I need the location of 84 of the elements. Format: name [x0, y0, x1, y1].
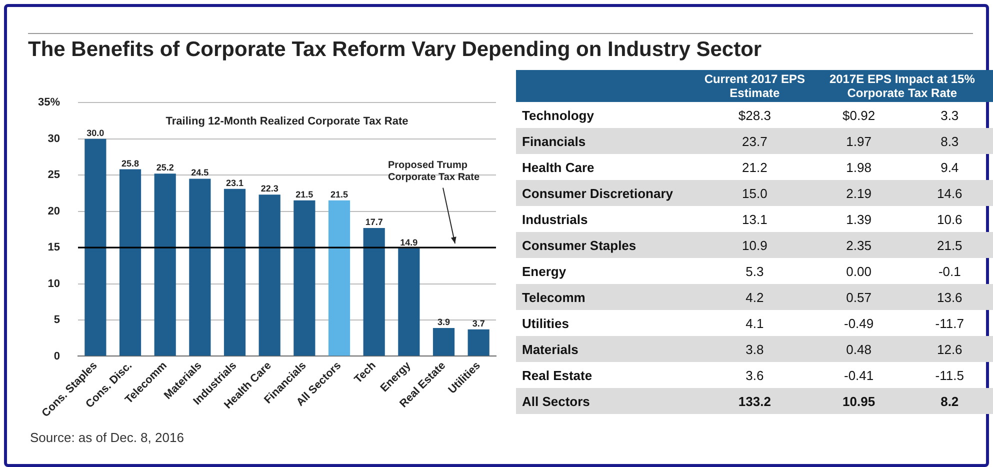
y-tick-label: 25 — [48, 169, 60, 182]
bar — [398, 248, 420, 356]
y-tick-label: 0 — [54, 350, 60, 362]
bar — [154, 174, 176, 356]
category-label: Energy — [521, 262, 568, 281]
data-label: 3.6 — [744, 366, 765, 384]
data-label: 1.39 — [845, 210, 872, 228]
y-tick-label: 15 — [48, 242, 60, 254]
data-label: 10.95 — [811, 388, 906, 414]
data-label: -0.1 — [937, 262, 962, 280]
category-label: Consumer Staples — [516, 232, 698, 258]
data-label: 17.7 — [365, 216, 383, 227]
y-tick-label: 10 — [48, 278, 60, 290]
data-label: 3.3 — [940, 106, 960, 124]
data-label: 10.9 — [698, 232, 812, 258]
data-label: 8.2 — [906, 388, 993, 414]
data-label: 21.5 — [330, 189, 348, 200]
data-label: 1.98 — [845, 158, 872, 176]
data-label: 23.7 — [698, 128, 812, 154]
data-label: 0.48 — [811, 336, 906, 362]
data-label: 22.3 — [260, 184, 278, 194]
text: Current 2017 EPS Estimate — [698, 70, 812, 102]
data-label: 3.9 — [437, 316, 450, 327]
data-label: 0.57 — [811, 284, 906, 310]
bar — [119, 169, 142, 356]
data-label: 14.9 — [400, 237, 418, 248]
data-label: 15.0 — [698, 180, 812, 206]
bar — [84, 138, 106, 356]
y-tick-label: 30 — [48, 132, 60, 145]
data-label: 0.00 — [845, 262, 872, 280]
data-label: 21.2 — [741, 158, 768, 176]
data-label: 2.19 — [811, 180, 906, 206]
bar — [294, 200, 316, 356]
bar — [363, 228, 385, 356]
text: Trailing 12-Month Realized Corporate Tax Rate — [166, 116, 408, 128]
data-label: -11.5 — [934, 366, 965, 384]
data-label: 25.8 — [122, 158, 140, 168]
y-tick-label: 5 — [54, 314, 60, 326]
category-label: Health Care — [521, 158, 596, 176]
bar — [224, 188, 246, 356]
data-label: 9.4 — [940, 158, 960, 176]
category-label: Industrials — [521, 210, 589, 228]
bar — [258, 194, 280, 356]
category-label: Utilities — [521, 314, 570, 332]
data-label: -0.41 — [842, 366, 875, 384]
data-label: 21.5 — [296, 189, 314, 200]
bar — [189, 178, 211, 356]
data-label: 14.6 — [906, 180, 993, 206]
data-label: -11.7 — [934, 314, 965, 332]
data-label: 133.2 — [698, 388, 812, 414]
y-tick-label: 35% — [38, 96, 60, 109]
source-note: Source: as of Dec. 8, 2016 — [30, 430, 184, 445]
data-label: 4.2 — [698, 284, 812, 310]
text: 2017E EPS Impact at 15% Corporate Tax Rate — [811, 70, 993, 102]
data-label: 8.3 — [906, 128, 993, 154]
data-label: 13.6 — [906, 284, 993, 310]
data-label: 12.6 — [906, 336, 993, 362]
y-tick-label: 20 — [48, 205, 60, 218]
data-label: $0.92 — [842, 106, 876, 124]
data-label: 2.35 — [811, 232, 906, 258]
data-label: 13.1 — [741, 210, 768, 228]
chart-title: The Benefits of Corporate Tax Reform Vary Depending on Industry Sector — [28, 38, 762, 62]
data-label: 1.97 — [811, 128, 906, 154]
category-label: Materials — [516, 336, 698, 362]
bar — [468, 329, 490, 356]
category-label: Telecomm — [516, 284, 698, 310]
data-label: 30.0 — [86, 128, 104, 138]
data-label: 21.5 — [906, 232, 993, 258]
bar — [328, 200, 350, 356]
category-label: Financials — [516, 128, 698, 154]
bar — [432, 328, 455, 356]
data-label: -0.49 — [842, 314, 875, 332]
data-label: 23.1 — [226, 178, 244, 188]
data-label: 5.3 — [744, 262, 765, 280]
data-label: 10.6 — [936, 210, 964, 228]
data-label: 25.2 — [156, 162, 174, 173]
data-label: 3.8 — [698, 336, 812, 362]
data-label: 24.5 — [191, 168, 209, 178]
data-label: 4.1 — [744, 314, 765, 332]
category-label: Technology — [521, 106, 595, 125]
ref-line-label: Proposed Trump Corporate Tax Rate — [388, 160, 480, 183]
data-label: $28.3 — [737, 106, 772, 124]
data-label: 3.7 — [472, 318, 485, 328]
category-label: Consumer Discretionary — [516, 180, 698, 206]
